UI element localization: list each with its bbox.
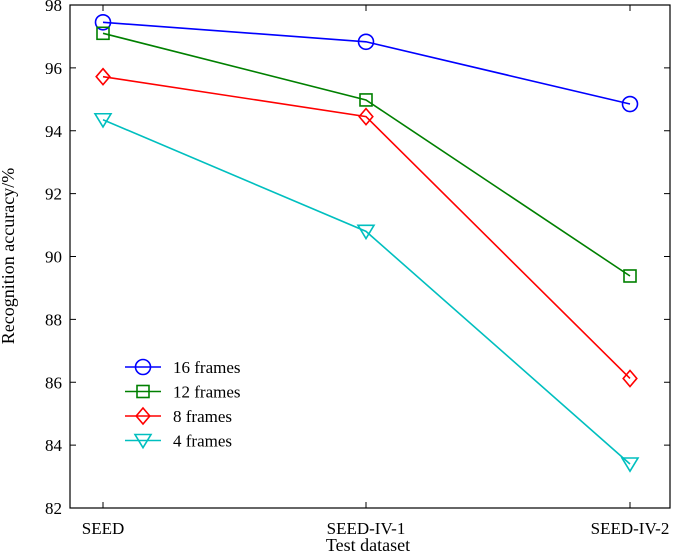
- y-tick-label: 86: [45, 373, 62, 392]
- legend-marker: [136, 384, 150, 399]
- x-tick-label: SEED-IV-2: [591, 519, 670, 538]
- data-point: [622, 369, 638, 388]
- legend-label: 16 frames: [173, 358, 241, 377]
- series-layer: [93, 13, 640, 473]
- data-point: [358, 107, 374, 126]
- data-point: [359, 93, 373, 107]
- y-tick-label: 98: [45, 0, 62, 15]
- legend: 16 frames 12 frames 8 frames 4 frames: [125, 358, 241, 451]
- series-12-frames: [96, 26, 637, 283]
- data-point: [95, 67, 111, 86]
- x-axis-title: Test dataset: [326, 535, 410, 555]
- plot-area: [69, 4, 671, 509]
- data-point: [356, 224, 376, 241]
- legend-marker: [134, 358, 152, 376]
- legend-marker: [133, 433, 153, 450]
- data-point: [96, 26, 110, 41]
- y-tick-label: 84: [45, 436, 63, 455]
- series-8-frames: [95, 67, 638, 388]
- y-tick-label: 96: [45, 59, 62, 78]
- legend-marker: [135, 406, 151, 426]
- x-tick-label: SEED-IV-1: [327, 519, 406, 538]
- legend-label: 8 frames: [173, 407, 232, 426]
- x-tick-label: SEED: [82, 519, 125, 538]
- series-line: [102, 75, 631, 380]
- axis-ticks: 82 84 86 88 90 92 94 96 98 SEED SEED-IV-1 SEED-IV-2: [45, 0, 670, 538]
- series-16-frames: [94, 13, 639, 113]
- series-line: [102, 21, 631, 105]
- y-tick-label: 90: [45, 248, 62, 267]
- y-axis-title: Recognition accuracy/%: [0, 168, 18, 344]
- series-line: [102, 32, 631, 277]
- series-4-frames: [93, 112, 640, 473]
- data-point: [93, 112, 113, 129]
- legend-label: 12 frames: [173, 383, 241, 402]
- data-point: [94, 13, 112, 31]
- y-tick-label: 82: [45, 499, 62, 518]
- legend-label: 4 frames: [173, 432, 232, 451]
- y-tick-label: 92: [45, 185, 62, 204]
- data-point: [357, 33, 375, 51]
- data-point: [623, 269, 637, 283]
- y-tick-label: 94: [45, 122, 63, 141]
- series-line: [102, 119, 631, 465]
- data-point: [620, 457, 640, 473]
- data-point: [621, 95, 639, 113]
- y-tick-label: 88: [45, 310, 62, 329]
